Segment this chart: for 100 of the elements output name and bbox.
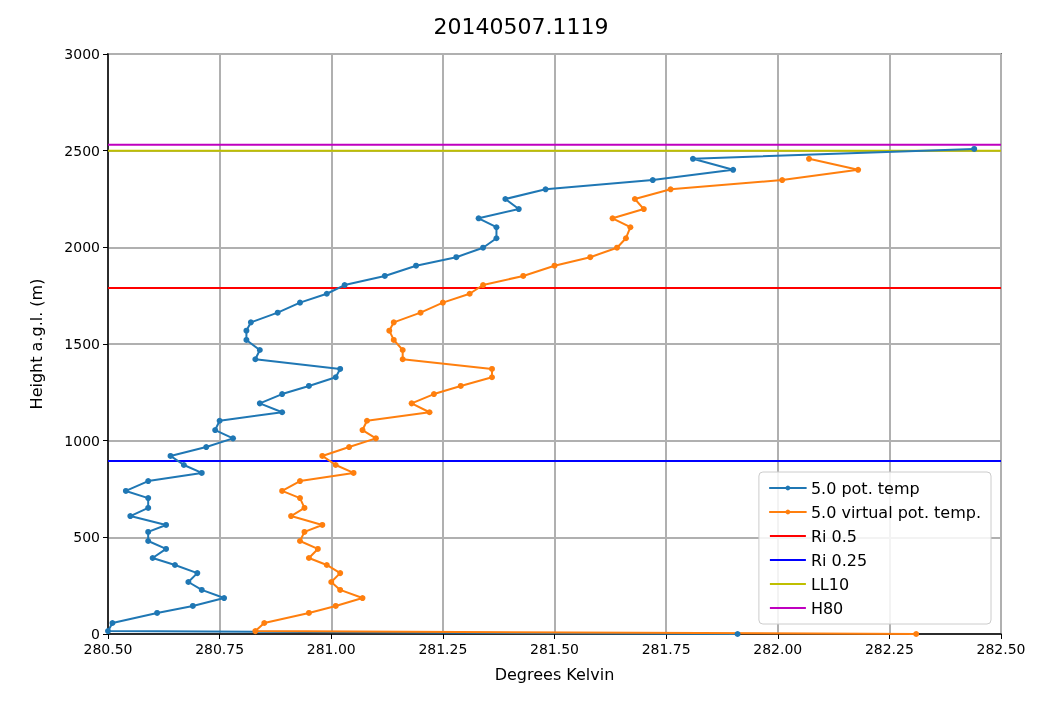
point: [640, 206, 647, 213]
point: [457, 382, 464, 389]
y-tick-label: 3000: [64, 46, 100, 62]
x-tick-label: 281.50: [530, 641, 579, 657]
point: [256, 346, 263, 353]
y-tick-label: 500: [73, 529, 100, 546]
point: [252, 356, 259, 363]
point: [145, 495, 152, 502]
x-tick-label: 280.75: [195, 641, 245, 657]
x-tick-label: 281.00: [306, 641, 356, 657]
point: [806, 155, 813, 162]
point: [489, 374, 495, 381]
point: [493, 235, 500, 242]
point: [145, 538, 152, 545]
point: [372, 435, 379, 442]
point: [256, 400, 263, 407]
point: [363, 417, 370, 424]
point: [337, 570, 344, 577]
point: [689, 155, 696, 162]
point: [439, 299, 446, 306]
point: [734, 631, 741, 637]
x-tick-label: 281.25: [418, 641, 468, 657]
point: [297, 478, 303, 485]
point: [109, 619, 116, 626]
point: [350, 469, 357, 476]
point: [127, 513, 134, 520]
point: [631, 196, 638, 202]
point: [502, 196, 509, 202]
point: [194, 570, 201, 577]
point: [252, 628, 259, 635]
point: [145, 504, 152, 511]
point: [426, 409, 433, 416]
point: [145, 528, 152, 535]
point: [399, 346, 406, 353]
point: [149, 555, 156, 562]
legend-label: Ri 0.5: [810, 526, 857, 546]
point: [180, 462, 187, 469]
point: [520, 272, 527, 279]
point: [381, 272, 388, 279]
point: [328, 578, 335, 585]
point: [301, 528, 308, 535]
point: [430, 391, 437, 398]
point: [261, 619, 268, 626]
point: [408, 400, 415, 407]
point: [332, 602, 339, 609]
point: [319, 521, 326, 528]
point: [332, 462, 339, 469]
point: [305, 555, 312, 562]
x-axis-title: Degrees Kelvin: [494, 664, 615, 684]
point: [399, 356, 406, 363]
point: [667, 186, 674, 193]
point: [122, 487, 129, 494]
legend-label: 5.0 virtual pot. temp.: [810, 502, 981, 522]
x-tick-label: 282.25: [864, 641, 914, 657]
x-tick-label: 280.50: [83, 641, 133, 657]
point: [163, 545, 170, 552]
point: [779, 177, 786, 184]
point: [167, 452, 174, 459]
point: [855, 166, 862, 173]
point: [413, 262, 420, 269]
point: [274, 309, 281, 316]
point: [323, 561, 330, 568]
point: [212, 427, 219, 434]
legend-label: 5.0 pot. temp: [810, 478, 920, 498]
x-tick-label: 281.75: [641, 641, 691, 657]
point: [627, 224, 634, 231]
point: [247, 319, 254, 326]
y-tick-label: 1000: [64, 432, 100, 449]
point: [323, 290, 330, 297]
point: [542, 186, 549, 193]
point: [332, 374, 339, 381]
point: [480, 244, 487, 251]
point: [163, 521, 170, 528]
point: [243, 336, 250, 343]
point: [305, 609, 312, 616]
point: [171, 561, 178, 568]
legend-label: Ri 0.25: [810, 550, 868, 570]
y-tick-label: 2500: [64, 142, 100, 159]
point: [614, 244, 621, 251]
point: [390, 336, 397, 343]
point: [341, 282, 348, 289]
point: [185, 578, 192, 585]
point: [359, 595, 366, 602]
point: [480, 282, 487, 289]
point: [453, 254, 460, 261]
point: [314, 545, 321, 552]
point: [515, 206, 522, 213]
point: [319, 452, 326, 459]
y-axis-title: Height a.g.l. (m): [26, 278, 46, 410]
point: [230, 435, 237, 442]
point: [279, 487, 286, 494]
point: [216, 417, 223, 424]
point: [279, 391, 286, 398]
point: [297, 299, 303, 306]
point: [346, 444, 353, 451]
chart-title: 20140507.1119: [433, 13, 609, 39]
point: [243, 327, 250, 334]
x-tick-label: 282.00: [753, 641, 803, 657]
point: [622, 235, 629, 242]
y-tick-label: 2000: [64, 239, 100, 256]
